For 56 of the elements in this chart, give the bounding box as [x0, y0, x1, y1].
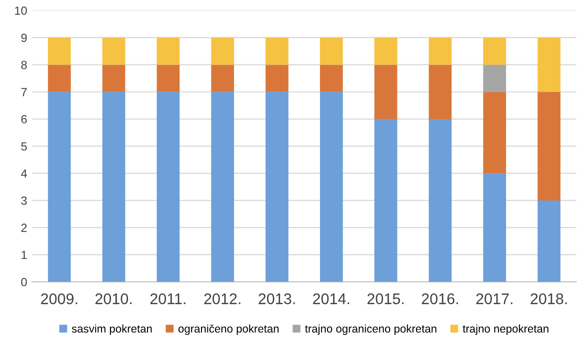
bar	[428, 119, 452, 282]
bar	[211, 38, 234, 65]
y-tick-label: 4	[21, 169, 27, 178]
bar	[374, 64, 398, 120]
x-tick-label: 2010.	[95, 293, 132, 304]
y-tick-label: 8	[21, 60, 27, 70]
bar	[266, 92, 288, 282]
bar	[428, 64, 452, 120]
bar	[538, 38, 560, 92]
x-tick-label: 2014.	[313, 293, 350, 304]
bar	[102, 64, 126, 92]
bar	[48, 92, 71, 282]
x-tick-label: 2013.	[258, 293, 295, 304]
bar	[483, 64, 506, 92]
bar	[428, 38, 452, 65]
y-tick-label: 9	[21, 34, 27, 42]
legend-label: trajno ograniceno pokretan	[305, 324, 436, 335]
bar	[156, 92, 180, 282]
bar	[102, 38, 126, 65]
bar	[48, 38, 71, 65]
bar	[483, 38, 506, 65]
bar	[320, 64, 343, 92]
bar	[266, 38, 288, 65]
y-tick-label: 6	[21, 115, 27, 124]
bar	[102, 92, 126, 282]
bar	[211, 64, 234, 92]
bar	[320, 92, 343, 282]
bar	[374, 119, 398, 282]
bar	[538, 92, 560, 200]
bar	[538, 200, 560, 282]
y-tick-label: 3	[21, 196, 27, 205]
y-tick-label: 2	[21, 224, 27, 232]
y-tick-label: 1	[22, 250, 27, 260]
bar	[483, 92, 506, 174]
y-tick-label: 5	[21, 142, 27, 151]
bar	[156, 64, 180, 92]
legend-label: trajno nepokretan	[462, 324, 548, 335]
legend-label: ograničeno pokretan	[178, 324, 279, 335]
x-tick-label: 2011.	[150, 293, 186, 304]
bar	[156, 38, 180, 65]
bar	[211, 92, 234, 282]
x-tick-label: 2016.	[422, 293, 458, 304]
y-tick-label: 0	[21, 278, 27, 286]
bar	[374, 38, 398, 65]
x-tick-label: 2017.	[476, 293, 512, 304]
bar	[483, 173, 506, 282]
x-tick-label: 2018.	[530, 293, 567, 304]
bar	[266, 64, 288, 92]
y-tick-label: 7	[21, 88, 27, 96]
bar	[48, 64, 71, 92]
legend-label: sasvim pokretan	[72, 324, 152, 335]
y-tick-label: 10	[15, 6, 27, 15]
x-tick-label: 2009.	[41, 293, 78, 304]
x-tick-label: 2015.	[367, 293, 404, 304]
x-tick-label: 2012.	[204, 293, 240, 304]
bar	[320, 38, 343, 65]
